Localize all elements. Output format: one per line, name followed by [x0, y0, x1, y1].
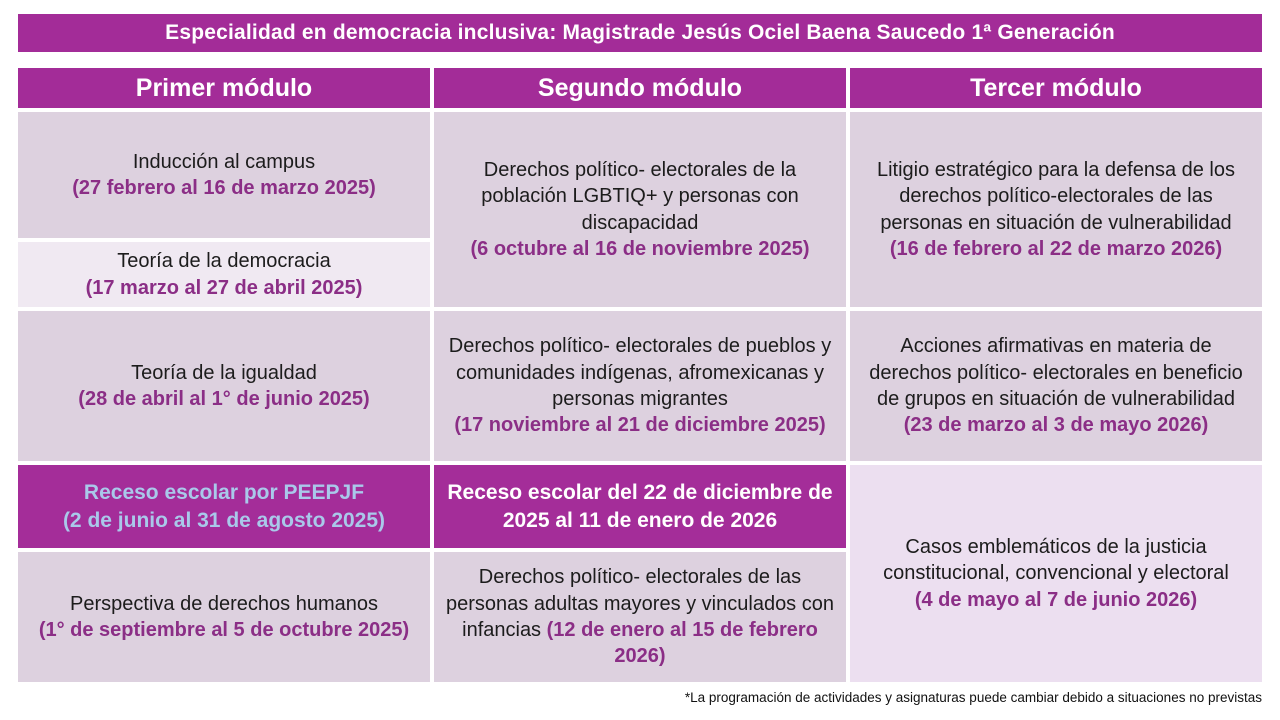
cell-teoria-democracia: Teoría de la democracia (17 marzo al 27 d… [18, 242, 430, 307]
footnote: *La programación de actividades y asigna… [684, 690, 1262, 705]
course-title: Litigio estratégico para la defensa de l… [876, 158, 1235, 234]
course-title: Teoría de la democracia [117, 250, 331, 273]
course-date: (12 de enero al 15 de febrero 2026) [546, 619, 818, 668]
course-title: Derechos político- electorales de la pob… [481, 158, 799, 234]
cell-derechos-lgbtiq-discapacidad: Derechos político- electorales de la pob… [434, 112, 846, 307]
course-title: Inducción al campus [132, 150, 316, 173]
cell-induccion-al-campus: Inducción al campus (27 febrero al 16 de … [18, 112, 430, 238]
course-date: (17 marzo al 27 de abril 2025) [85, 276, 363, 299]
column-header-segundo-modulo: Segundo módulo [434, 68, 846, 108]
course-date: (6 octubre al 16 de noviembre 2025) [470, 237, 810, 260]
cell-derechos-pueblos-indigenas: Derechos político- electorales de pueblo… [434, 311, 846, 461]
schedule-table: Primer módulo Segundo módulo Tercer módu… [18, 68, 1262, 682]
cell-teoria-igualdad: Teoría de la igualdad (28 de abril al 1° … [18, 311, 430, 461]
course-date: (27 febrero al 16 de marzo 2025) [72, 177, 376, 199]
cell-perspectiva-derechos-humanos: Perspectiva de derechos humanos (1° de se… [18, 552, 430, 682]
course-title: Acciones afirmativas en materia de derec… [869, 335, 1243, 410]
course-title: Derechos político- electorales de pueblo… [448, 335, 832, 410]
cell-receso-peepjf: Receso escolar por PEEPJF (2 de junio al … [18, 465, 430, 548]
recess-title: Receso escolar del 22 de diciembre de 20… [447, 480, 833, 532]
course-date: (23 de marzo al 3 de mayo 2026) [903, 414, 1209, 437]
course-date: (1° de septiembre al 5 de octubre 2025) [38, 619, 410, 641]
cell-derechos-adultas-mayores-infancias: Derechos político- electorales de las pe… [434, 552, 846, 682]
course-title: Teoría de la igualdad [131, 361, 317, 384]
cell-casos-emblematicos: Casos emblemáticos de la justicia consti… [850, 465, 1262, 682]
schedule-page: Especialidad en democracia inclusiva: Ma… [18, 14, 1262, 705]
course-date: (28 de abril al 1° de junio 2025) [78, 388, 370, 410]
course-date: (4 de mayo al 7 de junio 2026) [914, 588, 1198, 611]
course-title: Casos emblemáticos de la justicia consti… [883, 535, 1229, 585]
cell-acciones-afirmativas: Acciones afirmativas en materia de derec… [850, 311, 1262, 461]
recess-title: Receso escolar por PEEPJF [83, 480, 365, 504]
cell-litigio-estrategico: Litigio estratégico para la defensa de l… [850, 112, 1262, 307]
recess-date: (2 de junio al 31 de agosto 2025) [62, 508, 386, 532]
course-date: (17 noviembre al 21 de diciembre 2025) [454, 414, 826, 437]
column-header-tercer-modulo: Tercer módulo [850, 68, 1262, 108]
page-title: Especialidad en democracia inclusiva: Ma… [18, 14, 1262, 52]
course-title: Derechos político- electorales de las pe… [446, 566, 834, 641]
course-date: (16 de febrero al 22 de marzo 2026) [889, 237, 1223, 260]
course-title: Perspectiva de derechos humanos [70, 592, 378, 615]
column-header-primer-modulo: Primer módulo [18, 68, 430, 108]
cell-receso-diciembre: Receso escolar del 22 de diciembre de 20… [434, 465, 846, 548]
